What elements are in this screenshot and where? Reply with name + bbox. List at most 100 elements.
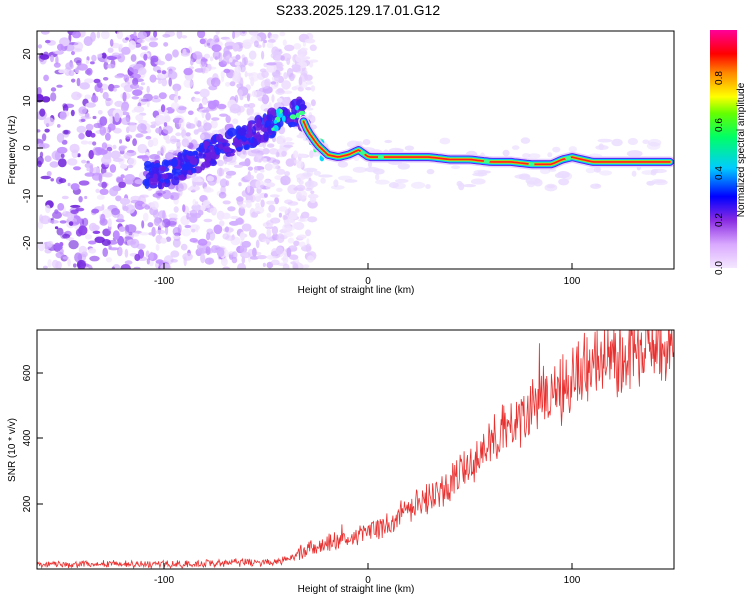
noise-blob [91,95,99,103]
noise-blob [57,203,65,211]
snr-xtick-label: 0 [365,575,371,586]
noise-blob [107,218,112,228]
noise-blob [127,157,137,167]
noise-blob [96,31,101,39]
snr-frame [36,329,675,570]
noise-blob [232,43,240,52]
noise-blob [283,215,288,220]
noise-blob [234,65,241,74]
noise-blob [248,50,257,60]
noise-blob [173,206,179,213]
noise-blob [221,127,225,137]
ridge-speck [281,115,286,123]
noise-blob [146,85,150,94]
snr-panel: -100 0 100 200 400 600 Height of straigh… [7,329,675,595]
noise-blob [213,224,223,235]
noise-blob [76,259,86,269]
noise-blob [97,110,103,115]
haze-blob [392,182,406,190]
noise-blob [217,159,224,167]
noise-blob [201,63,206,74]
noise-blob [270,259,280,266]
noise-blob [307,255,314,263]
noise-blob [38,241,45,252]
haze-blob [338,175,353,181]
noise-blob [143,53,148,61]
noise-blob [243,56,248,66]
ridge-blob [170,158,178,168]
noise-blob [71,149,79,159]
noise-blob [57,158,67,168]
noise-blob [151,226,156,237]
noise-blob [168,77,172,87]
haze-blob [375,179,390,185]
noise-blob [58,178,67,184]
noise-blob [170,259,178,263]
ridge-blob [196,153,206,159]
noise-blob [307,216,318,223]
noise-blob [187,110,194,116]
noise-blob [256,255,267,260]
noise-blob [105,132,111,141]
ridge-blob [201,161,211,168]
noise-blob [163,42,169,47]
noise-blob [106,146,113,152]
noise-blob [186,123,196,129]
noise-blob [165,53,173,62]
noise-blob [50,87,57,92]
haze-blob [651,178,667,184]
noise-blob [305,243,312,253]
ridge-blob [237,127,245,136]
noise-blob [37,44,43,49]
noise-blob [38,143,50,149]
noise-blob [305,187,313,192]
noise-blob [205,112,211,121]
spectrogram-x-axis-label: Height of straight line (km) [298,285,415,296]
noise-blob [200,205,206,211]
noise-blob [90,132,96,138]
noise-blob [305,107,314,111]
noise-blob [56,146,68,154]
noise-blob [99,126,107,136]
noise-blob [54,226,59,230]
haze-blob [552,146,561,153]
haze-blob [558,178,570,186]
noise-blob [46,171,52,177]
noise-blob [182,252,193,261]
haze-blob [318,174,333,178]
noise-blob [119,197,131,205]
noise-blob [119,43,123,49]
snr-ytick-label: 400 [22,429,33,446]
noise-blob [240,251,251,259]
haze-blob [520,137,531,144]
ridge-blob [263,131,269,142]
noise-blob [133,31,137,37]
noise-blob [111,266,115,269]
noise-blob [162,125,173,134]
noise-blob [180,52,190,57]
colorbar-label: Normalized spectral amplitude [736,82,747,217]
noise-blob [188,210,198,214]
noise-blob [211,44,222,52]
ridge-blob [163,160,171,167]
noise-blob [71,50,75,56]
colorbar-tick-label: 0.4 [714,166,725,180]
noise-blob [219,178,228,188]
spectrogram-ytick-label: -10 [22,188,33,203]
noise-blob [160,263,172,269]
noise-blob [197,238,208,246]
noise-blob [44,155,52,162]
noise-blob [297,218,309,222]
noise-blob [84,234,93,240]
spectrogram-ytick-label: 20 [22,48,33,60]
noise-blob [134,253,141,262]
noise-blob [53,62,61,68]
haze-blob [642,139,650,145]
noise-blob [263,179,272,186]
noise-blob [138,86,144,91]
noise-blob [210,120,218,129]
haze-blob [585,167,596,174]
noise-blob [57,124,61,128]
noise-blob [134,200,146,210]
noise-blob [155,229,166,235]
